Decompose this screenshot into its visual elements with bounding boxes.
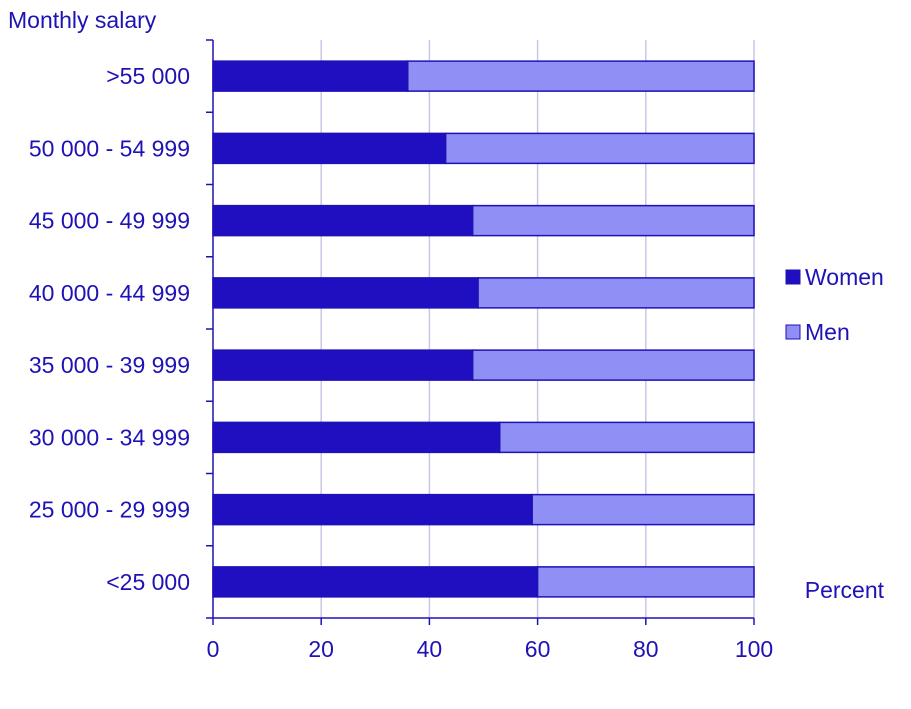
- bar-women: [212, 60, 409, 92]
- x-tick-label: 0: [207, 636, 220, 662]
- category-label: 35 000 - 39 999: [29, 352, 190, 378]
- bar-women: [212, 132, 447, 165]
- bar-men: [444, 132, 755, 165]
- bar-men: [471, 349, 755, 381]
- legend-label-men: Men: [805, 319, 850, 345]
- bars: [212, 60, 755, 598]
- x-axis-title: Percent: [805, 577, 885, 603]
- category-label: <25 000: [106, 569, 190, 595]
- x-tick-label: 40: [417, 636, 443, 662]
- category-label: 30 000 - 34 999: [29, 424, 190, 450]
- bar-men: [477, 277, 755, 309]
- axes: [206, 39, 755, 625]
- legend-swatch-men: [785, 324, 801, 340]
- bar-men: [531, 493, 755, 526]
- bar-women: [212, 349, 474, 381]
- legend-label-women: Women: [805, 264, 884, 290]
- category-label: 45 000 - 49 999: [29, 208, 190, 234]
- category-label: 40 000 - 44 999: [29, 280, 190, 306]
- bar-women: [212, 421, 501, 454]
- legend-swatch-women: [785, 269, 801, 285]
- x-tick-label: 100: [735, 636, 773, 662]
- category-label: 25 000 - 29 999: [29, 497, 190, 523]
- bar-women: [212, 277, 479, 309]
- y-axis-title: Monthly salary: [8, 7, 157, 33]
- bar-men: [536, 566, 755, 598]
- bar-men: [498, 421, 755, 454]
- bar-women: [212, 566, 539, 598]
- x-tick-label: 60: [525, 636, 551, 662]
- category-labels: >55 000 50 000 - 54 999 45 000 - 49 999 40 …: [29, 63, 190, 595]
- bar-women: [212, 204, 474, 237]
- x-tick-label: 20: [308, 636, 334, 662]
- bar-women: [212, 493, 533, 526]
- bar-men: [471, 204, 755, 237]
- category-label: >55 000: [106, 63, 190, 89]
- legend: Women Men: [785, 264, 884, 345]
- x-tick-label: 80: [633, 636, 659, 662]
- gridlines: [320, 40, 755, 618]
- bar-men: [407, 60, 755, 92]
- x-tick-labels: 0 20 40 60 80 100: [207, 636, 774, 662]
- category-label: 50 000 - 54 999: [29, 135, 190, 161]
